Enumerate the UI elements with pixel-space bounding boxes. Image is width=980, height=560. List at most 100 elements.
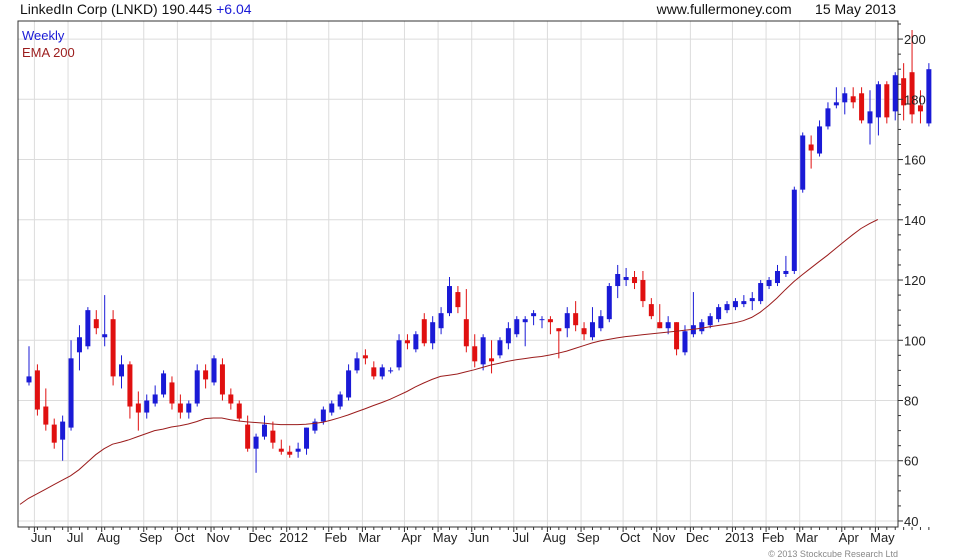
candle [547,316,553,335]
candle [93,310,99,335]
candle [236,400,242,422]
y-tick-label: 160 [904,153,926,168]
candle [371,361,377,380]
x-tick-label: Dec [686,530,710,545]
candle [867,90,873,145]
candle [589,307,595,341]
candle-body [472,346,478,362]
candle-body [144,400,150,413]
candle-body [657,322,663,329]
y-tick-label: 140 [904,213,926,228]
candle [850,87,856,109]
candle-body [228,394,234,404]
candle-body [758,283,764,302]
candle [606,283,612,323]
candle-body [833,102,839,106]
candle-body [253,436,259,449]
candle-body [632,277,638,284]
candle-body [379,367,385,377]
candle-body [875,84,881,118]
candle-body [817,126,823,154]
candle-body [270,430,276,443]
x-tick-label: Apr [401,530,422,545]
chart-header-title: LinkedIn Corp (LNKD) 190.445 +6.04 [20,1,252,17]
candle-body [51,424,57,443]
candle-body [665,322,671,329]
candle-body [85,310,91,347]
candle [724,301,730,314]
candle-body [60,421,66,440]
candle [758,280,764,305]
candle-body [371,367,377,377]
chart-date: 15 May 2013 [815,1,896,17]
candle-body [850,96,856,103]
candle [312,418,318,434]
candle-body [346,370,352,398]
x-tick-label: Feb [325,530,347,545]
candle [404,334,410,350]
y-tick-label: 200 [904,32,926,47]
x-tick-label: Nov [652,530,676,545]
x-tick-label: Sep [576,530,599,545]
candle [194,364,200,407]
candle-body [43,406,49,425]
candle [144,394,150,419]
candle-body [640,280,646,302]
candle [808,135,814,169]
x-tick-label: Jul [512,530,529,545]
legend-weekly: Weekly [22,28,65,43]
candle-body [917,105,923,112]
candle-body [295,448,301,452]
candle [732,298,738,311]
candle [304,427,310,455]
candle-body [648,304,654,317]
candle-body [909,72,915,115]
candle-body [859,93,865,121]
candle-body [699,322,705,332]
candle-body [362,355,368,359]
candle-body [68,358,74,428]
candle [119,355,125,389]
x-tick-label: May [870,530,895,545]
x-tick-label: Nov [206,530,230,545]
candle-body [430,322,436,344]
candle-body [261,424,267,437]
candle-body [598,316,604,329]
candle [884,81,890,124]
candle-body [76,337,82,353]
candle-body [808,144,814,151]
candle-body [926,69,932,124]
y-tick-label: 80 [904,394,918,409]
candle [110,310,116,386]
candles-layer [26,30,932,473]
candle [926,63,932,127]
candle-body [169,382,175,404]
candle [598,310,604,332]
candle-body [219,364,225,395]
candle [337,391,343,410]
candle [346,364,352,401]
chart-grid [18,21,898,527]
candle [127,361,133,419]
candle [665,316,671,335]
candle [354,352,360,374]
x-tick-label: Jun [468,530,489,545]
candle-body [396,340,402,368]
candle-body [102,334,108,338]
x-tick-label: Oct [620,530,641,545]
candle [169,376,175,410]
candle [716,304,722,323]
candle-body [152,394,158,404]
candle-body [304,427,310,449]
candle-body [800,135,806,190]
candle [388,367,394,374]
candle-body [539,319,545,321]
candle [514,316,520,338]
candle-body [455,292,461,308]
candle-body [421,319,427,344]
candle [573,301,579,332]
candle [186,400,192,419]
candle [438,307,444,335]
candle-body [278,448,284,452]
